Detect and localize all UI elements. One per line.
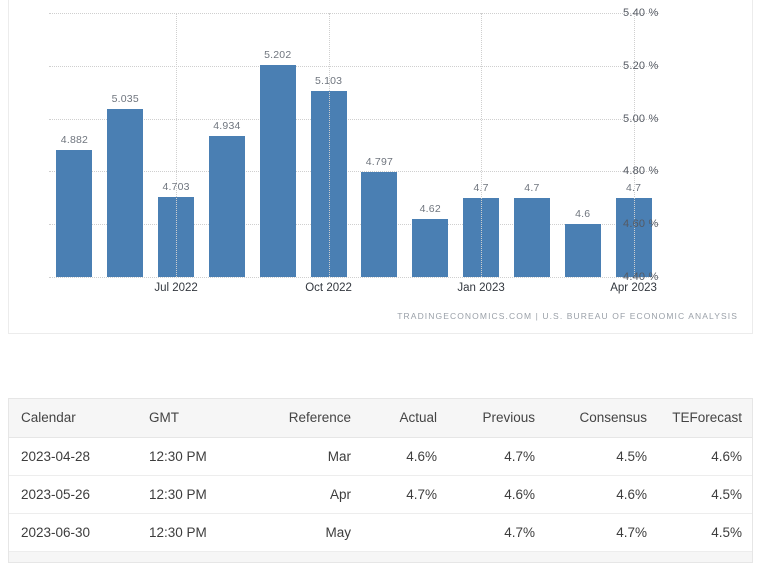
x-axis-tick-label: Oct 2022 [305, 282, 352, 294]
column-header-reference[interactable]: Reference [255, 399, 363, 438]
chart-bar[interactable] [564, 224, 601, 277]
y-gridline [49, 224, 659, 226]
x-axis-tick-label: Jul 2022 [154, 282, 198, 294]
table-footer-strip-cell [9, 551, 752, 562]
cell-gmt: 12:30 PM [137, 513, 255, 552]
cell-consensus: 4.6% [547, 475, 659, 514]
bar-value-label: 4.6 [575, 208, 591, 221]
cell-consensus: 4.7% [547, 513, 659, 552]
column-header-actual[interactable]: Actual [363, 399, 449, 438]
y-axis-tick-label: 4.60 % [623, 218, 659, 231]
table-row[interactable]: 2023-06-30 12:30 PM May 4.7% 4.7% 4.5% [9, 513, 752, 552]
chart-bar[interactable] [107, 109, 144, 277]
table-footer-strip [9, 551, 752, 562]
x-axis-tick-label: Apr 2023 [610, 282, 657, 294]
x-gridline [176, 13, 178, 277]
column-header-teforecast[interactable]: TEForecast [659, 399, 752, 438]
cell-previous: 4.6% [449, 475, 547, 514]
chart-bar[interactable] [259, 65, 296, 277]
x-gridline [633, 13, 635, 277]
table-row[interactable]: 2023-04-28 12:30 PM Mar 4.6% 4.7% 4.5% 4.6% [9, 437, 752, 476]
column-header-calendar[interactable]: Calendar [9, 399, 137, 438]
y-axis-tick-label: 4.40 % [623, 271, 659, 283]
chart-bar[interactable] [361, 172, 398, 277]
cell-calendar: 2023-04-28 [9, 437, 137, 476]
x-axis-tick-label: Jan 2023 [457, 282, 505, 294]
bar-value-label: 4.7 [473, 181, 489, 194]
chart-attribution: TRADINGECONOMICS.COM | U.S. BUREAU OF EC… [397, 311, 738, 321]
chart-plot-area[interactable]: 4.882 5.035 4.703 4.934 5.202 5.103 4.797 4.62 4… [49, 13, 659, 278]
chart-bar[interactable] [56, 149, 93, 277]
cell-calendar: 2023-06-30 [9, 513, 137, 552]
calendar-header-row: Calendar GMT Reference Actual Previous C… [9, 399, 752, 438]
x-gridline [481, 13, 483, 277]
chart-card: 4.882 5.035 4.703 4.934 5.202 5.103 4.797 4.62 4… [8, 0, 753, 334]
bar-value-label: 4.934 [213, 120, 241, 133]
cell-previous: 4.7% [449, 437, 547, 476]
y-axis-tick-label: 4.80 % [623, 165, 659, 178]
cell-reference: May [255, 513, 363, 552]
cell-actual [363, 513, 449, 552]
cell-consensus: 4.5% [547, 437, 659, 476]
table-row[interactable]: 2023-05-26 12:30 PM Apr 4.7% 4.6% 4.6% 4.5% [9, 475, 752, 514]
bar-value-label: 4.7 [524, 181, 540, 194]
cell-actual: 4.7% [363, 475, 449, 514]
cell-reference: Apr [255, 475, 363, 514]
bar-value-label: 4.797 [365, 156, 394, 169]
column-header-gmt[interactable]: GMT [137, 399, 255, 438]
chart-bar[interactable] [513, 197, 550, 277]
y-gridline [49, 13, 659, 14]
column-header-previous[interactable]: Previous [449, 399, 547, 438]
cell-teforecast: 4.5% [659, 513, 752, 552]
bar-value-label: 4.882 [60, 133, 89, 146]
chart-bar[interactable] [208, 136, 245, 277]
y-gridline [49, 118, 659, 120]
bar-value-label: 5.202 [264, 49, 292, 62]
y-gridline [49, 171, 659, 173]
cell-previous: 4.7% [449, 513, 547, 552]
calendar-table-body: 2023-04-28 12:30 PM Mar 4.6% 4.7% 4.5% 4.6% 202… [9, 437, 752, 562]
bar-value-label: 4.7 [625, 181, 642, 194]
y-axis-tick-label: 5.20 % [623, 59, 659, 72]
bar-value-label: 5.103 [314, 75, 343, 88]
chart-bar[interactable] [412, 218, 449, 277]
calendar-table-card: Calendar GMT Reference Actual Previous C… [8, 398, 753, 563]
cell-gmt: 12:30 PM [137, 437, 255, 476]
bar-value-label: 4.62 [419, 202, 441, 215]
cell-teforecast: 4.5% [659, 475, 752, 514]
y-gridline [49, 65, 659, 67]
calendar-table-head: Calendar GMT Reference Actual Previous C… [9, 399, 752, 438]
y-axis-tick-label: 5.00 % [623, 112, 659, 125]
bar-value-label: 4.703 [162, 181, 190, 193]
calendar-table: Calendar GMT Reference Actual Previous C… [9, 399, 752, 562]
column-header-consensus[interactable]: Consensus [547, 399, 659, 438]
cell-actual: 4.6% [363, 437, 449, 476]
cell-teforecast: 4.6% [659, 437, 752, 476]
y-axis-tick-label: 5.40 % [623, 7, 659, 19]
cell-reference: Mar [255, 437, 363, 476]
y-gridline [49, 277, 659, 278]
bar-value-label: 5.035 [111, 93, 139, 106]
cell-calendar: 2023-05-26 [9, 475, 137, 514]
x-gridline [328, 13, 330, 277]
cell-gmt: 12:30 PM [137, 475, 255, 514]
